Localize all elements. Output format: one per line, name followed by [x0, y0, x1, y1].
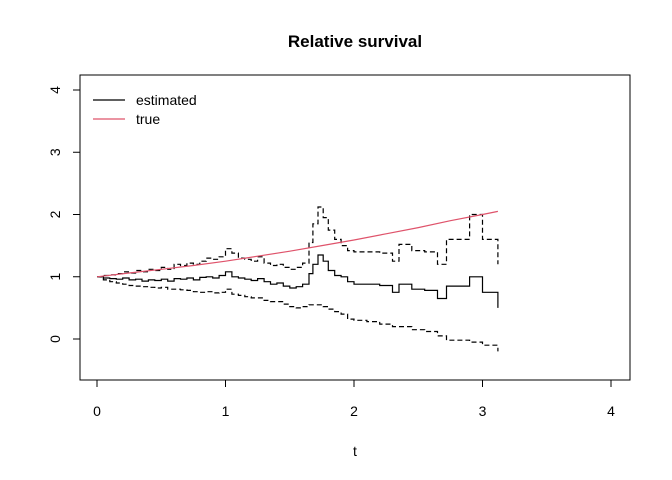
- x-axis: 0 1 2 3 4: [93, 379, 615, 419]
- legend-label-true: true: [136, 111, 160, 127]
- y-axis: 0 1 2 3 4: [47, 86, 81, 343]
- x-axis-title: t: [353, 443, 357, 459]
- legend: estimated true: [93, 92, 197, 127]
- x-tick-label: 0: [93, 403, 101, 419]
- legend-label-estimated: estimated: [136, 92, 197, 108]
- y-tick-label: 0: [47, 335, 63, 343]
- lower-ci-line: [97, 276, 499, 352]
- chart-title: Relative survival: [288, 32, 422, 51]
- x-tick-label: 2: [350, 403, 358, 419]
- x-tick-label: 1: [222, 403, 230, 419]
- plot-frame: [79, 74, 631, 381]
- estimated-line: [97, 254, 499, 308]
- y-tick-label: 4: [47, 86, 63, 94]
- y-tick-label: 1: [47, 273, 63, 281]
- y-tick-label: 2: [47, 210, 63, 218]
- y-tick-label: 3: [47, 148, 63, 156]
- x-tick-label: 3: [479, 403, 487, 419]
- series-layer: [96, 206, 499, 352]
- upper-ci-line: [97, 206, 499, 278]
- true-curve: [96, 210, 499, 278]
- x-tick-label: 4: [607, 403, 615, 419]
